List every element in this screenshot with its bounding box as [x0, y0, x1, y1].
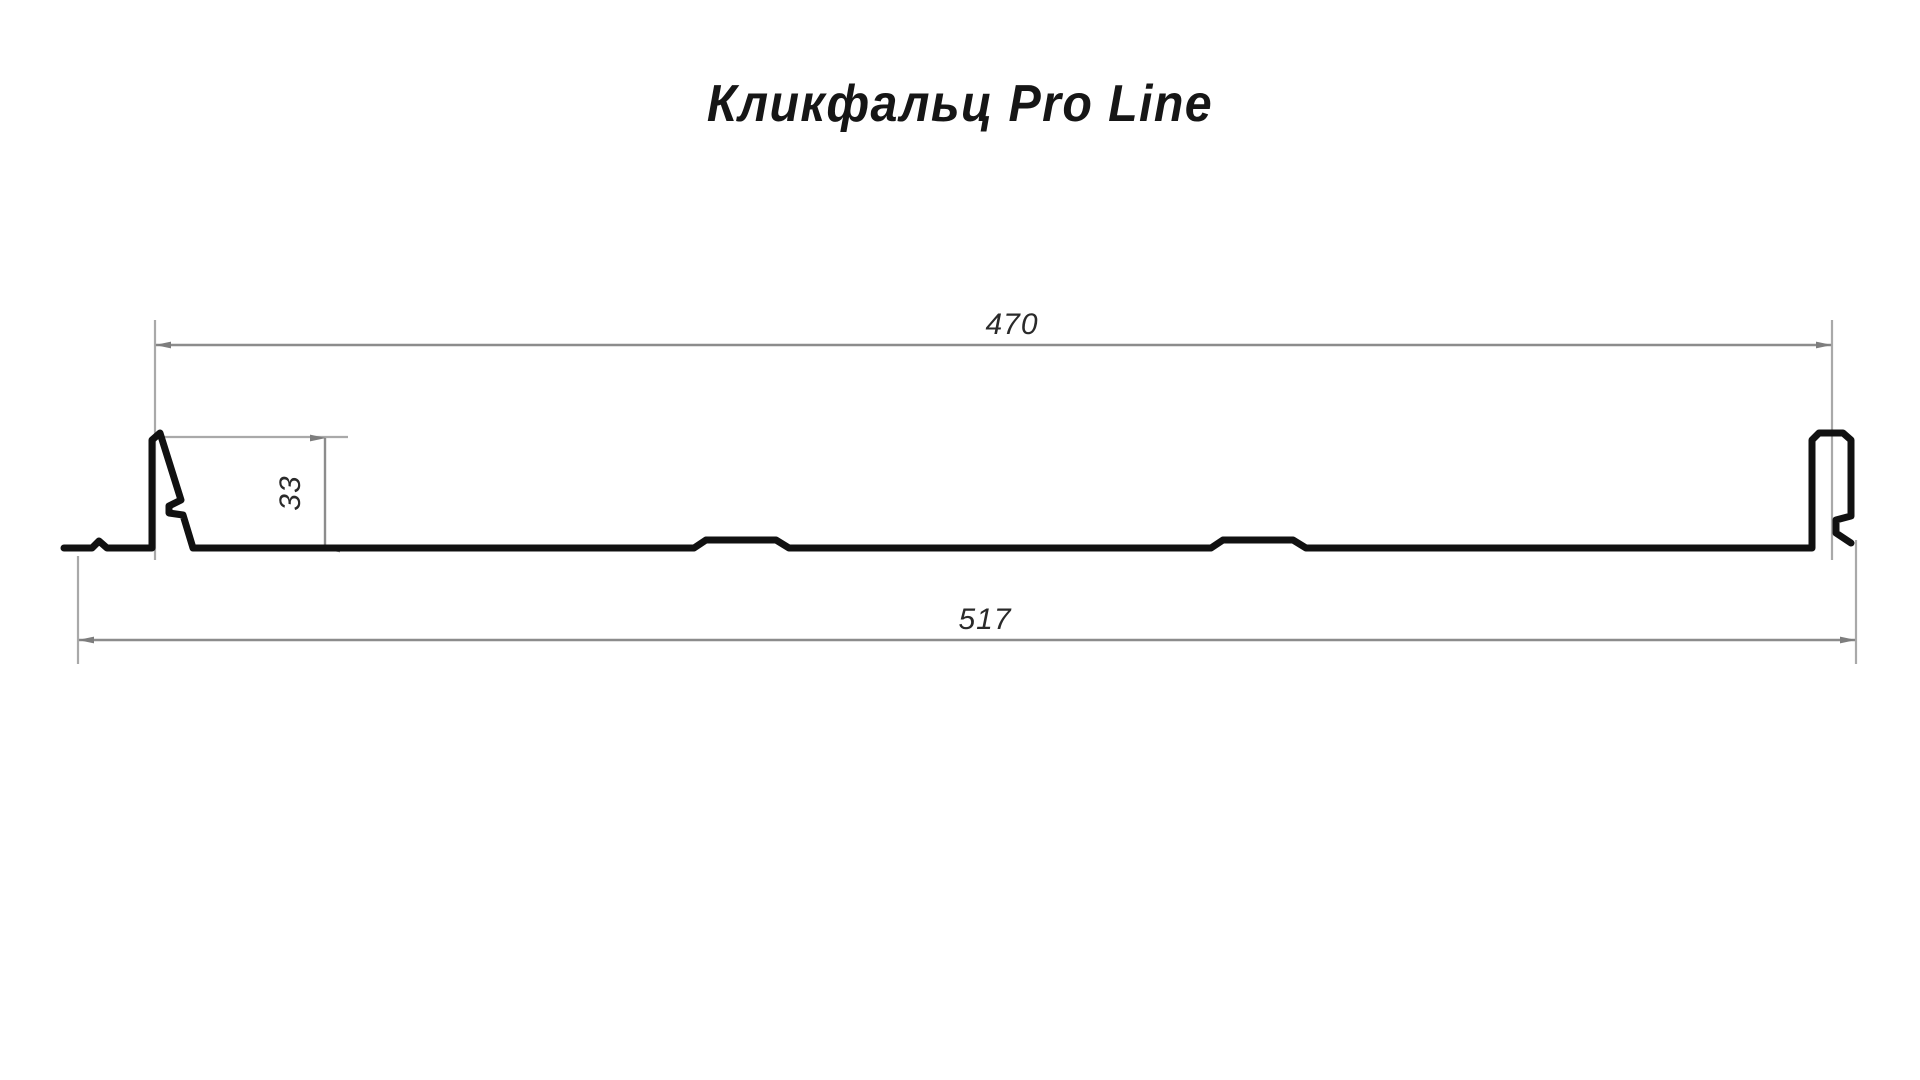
dimension-label-33: 33	[274, 475, 307, 510]
dimension-lines	[78, 341, 1856, 644]
panel-profile-outline	[60, 429, 1855, 552]
dimension-label-470: 470	[985, 308, 1038, 341]
dimension-label-517: 517	[958, 603, 1011, 636]
page-title: Кликфальц Pro Line	[706, 75, 1214, 133]
